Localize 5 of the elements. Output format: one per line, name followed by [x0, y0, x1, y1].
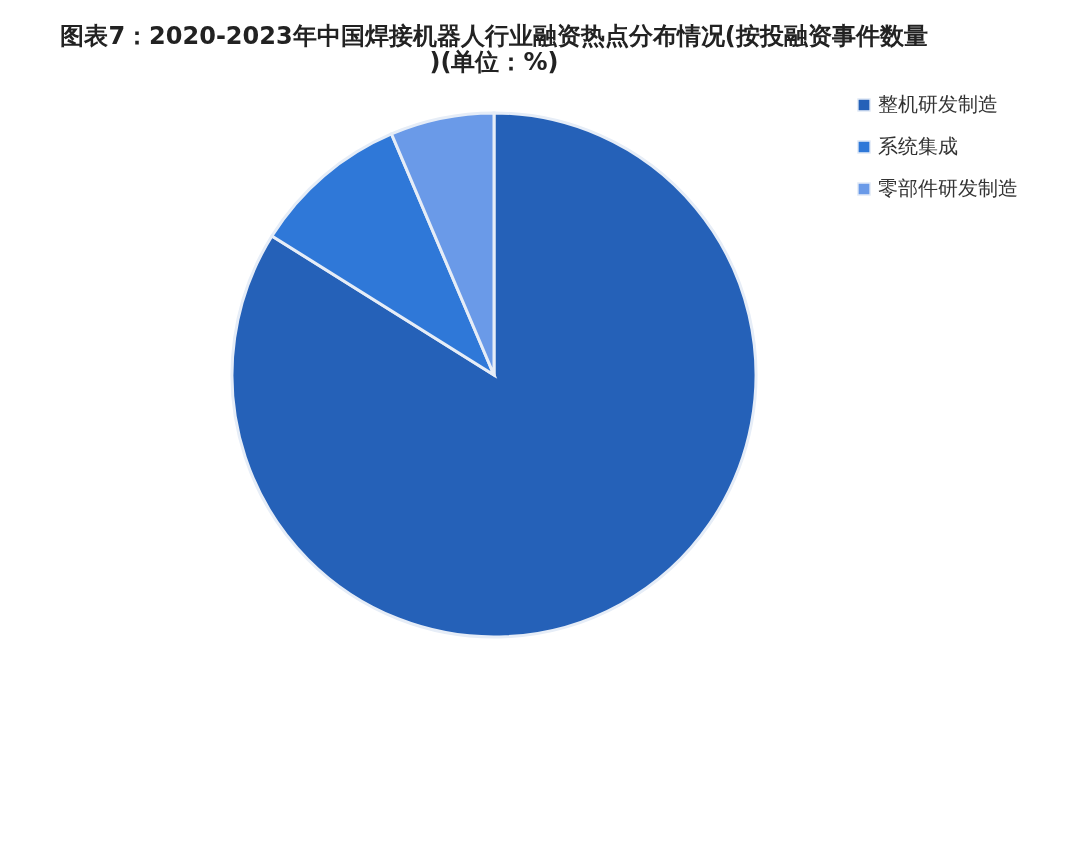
chart-title: 图表7：2020-2023年中国焊接机器人行业融资热点分布情况(按投融资事件数量)(单位：%)	[60, 22, 928, 76]
pie-slice	[230, 111, 758, 639]
legend-label: 整机研发制造	[878, 92, 998, 116]
legend-label: 零部件研发制造	[878, 176, 1018, 200]
legend-label: 系统集成	[878, 134, 958, 158]
